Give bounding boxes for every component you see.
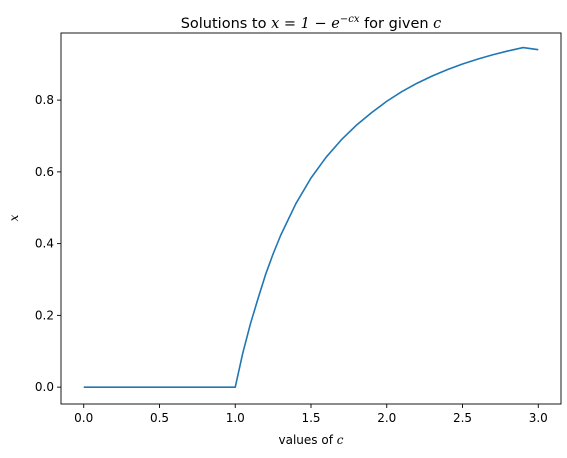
- y-tick-label: 0.8: [35, 93, 54, 107]
- x-tick-label: 0.5: [150, 411, 169, 425]
- y-axis-label: x: [7, 214, 21, 221]
- y-tick-label: 0.4: [35, 237, 54, 251]
- series-layer: [83, 46, 539, 388]
- x-axis-label-text: values of: [279, 433, 337, 447]
- x-tick-label: 1.5: [301, 411, 320, 425]
- chart-title: Solutions to x = 1 − e−cx for given c: [181, 14, 442, 32]
- chart-title-variable: c: [433, 16, 441, 32]
- x-tick-label: 2.5: [453, 411, 472, 425]
- y-tick-label: 0.0: [35, 380, 54, 394]
- y-tick-label: 0.2: [35, 308, 54, 322]
- series-line-0: [83, 46, 539, 388]
- x-tick-label: 2.0: [377, 411, 396, 425]
- chart-title-suffix: for given: [359, 16, 433, 32]
- plot-area: [60, 32, 562, 405]
- x-axis-label-variable: c: [337, 433, 344, 447]
- x-tick-label: 3.0: [529, 411, 548, 425]
- x-tick-label: 1.0: [226, 411, 245, 425]
- x-axis-label: values of c: [279, 433, 344, 447]
- chart-title-prefix: Solutions to: [181, 16, 271, 32]
- y-tick-label: 0.6: [35, 165, 54, 179]
- chart-title-equation: x = 1 − e: [271, 16, 340, 32]
- axes-frame: [60, 32, 562, 405]
- chart-title-exponent: −cx: [340, 14, 360, 25]
- x-tick-label: 0.0: [74, 411, 93, 425]
- x-axis-ticks: 0.0 0.5 1.0 1.5 2.0 2.5 3.0: [74, 404, 548, 425]
- y-axis-ticks: 0.0 0.2 0.4 0.6 0.8: [35, 93, 61, 394]
